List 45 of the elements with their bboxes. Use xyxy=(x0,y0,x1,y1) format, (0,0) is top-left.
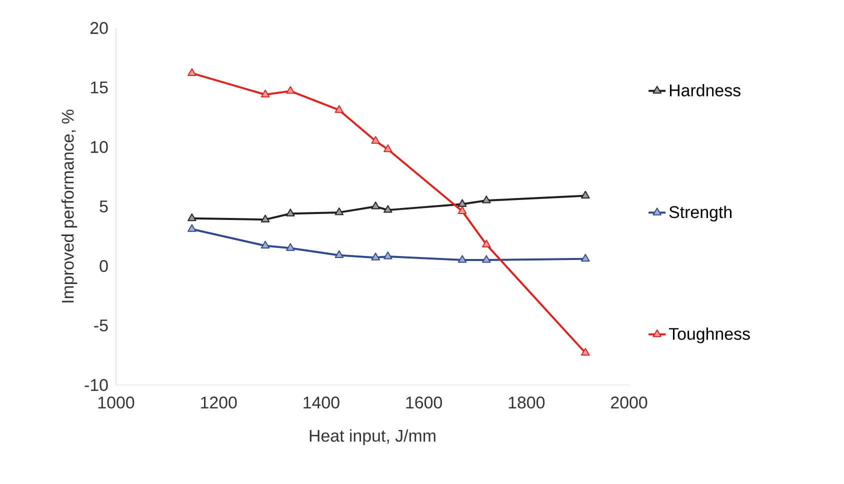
point xyxy=(482,240,491,248)
point xyxy=(384,144,392,152)
point xyxy=(286,243,295,251)
point xyxy=(482,255,491,263)
point xyxy=(482,196,491,204)
point xyxy=(334,207,344,216)
y-axis-title: Improved performance, % xyxy=(61,110,78,302)
point xyxy=(334,105,344,113)
legend-label: Strength xyxy=(669,206,732,222)
point xyxy=(581,348,590,356)
x-tick-label: 1400 xyxy=(304,396,340,409)
point xyxy=(334,250,344,258)
y-tick-label: 15 xyxy=(90,82,108,94)
legend-label: Hardness xyxy=(670,84,740,96)
point xyxy=(260,240,270,249)
x-tick-label: 1600 xyxy=(406,396,442,409)
y-tick-label: 0 xyxy=(100,260,108,272)
point xyxy=(581,254,590,262)
point xyxy=(188,224,196,232)
point xyxy=(286,86,295,94)
y-tick-label: 20 xyxy=(90,22,108,34)
y-tick-label: -10 xyxy=(84,379,108,391)
point xyxy=(286,208,295,216)
point xyxy=(581,190,590,199)
y-tick-label: 10 xyxy=(90,141,108,153)
x-axis-title: Heat input, J/mm xyxy=(310,429,436,446)
legend-label: Toughness xyxy=(668,327,750,344)
y-tick-label: 5 xyxy=(100,200,108,212)
point xyxy=(458,206,467,214)
point xyxy=(260,90,270,98)
point xyxy=(188,68,196,76)
point xyxy=(188,213,196,222)
point xyxy=(384,205,392,213)
x-tick-label: 1200 xyxy=(201,396,237,409)
point xyxy=(458,255,467,263)
x-tick-label: 1000 xyxy=(98,396,134,409)
point xyxy=(384,251,392,260)
point xyxy=(371,136,380,144)
point xyxy=(458,199,467,207)
point xyxy=(260,214,270,222)
y-tick-label: -5 xyxy=(94,320,108,332)
point xyxy=(371,252,380,260)
x-tick-label: 1800 xyxy=(508,396,545,409)
x-tick-label: 2000 xyxy=(611,396,648,409)
point xyxy=(371,202,380,210)
